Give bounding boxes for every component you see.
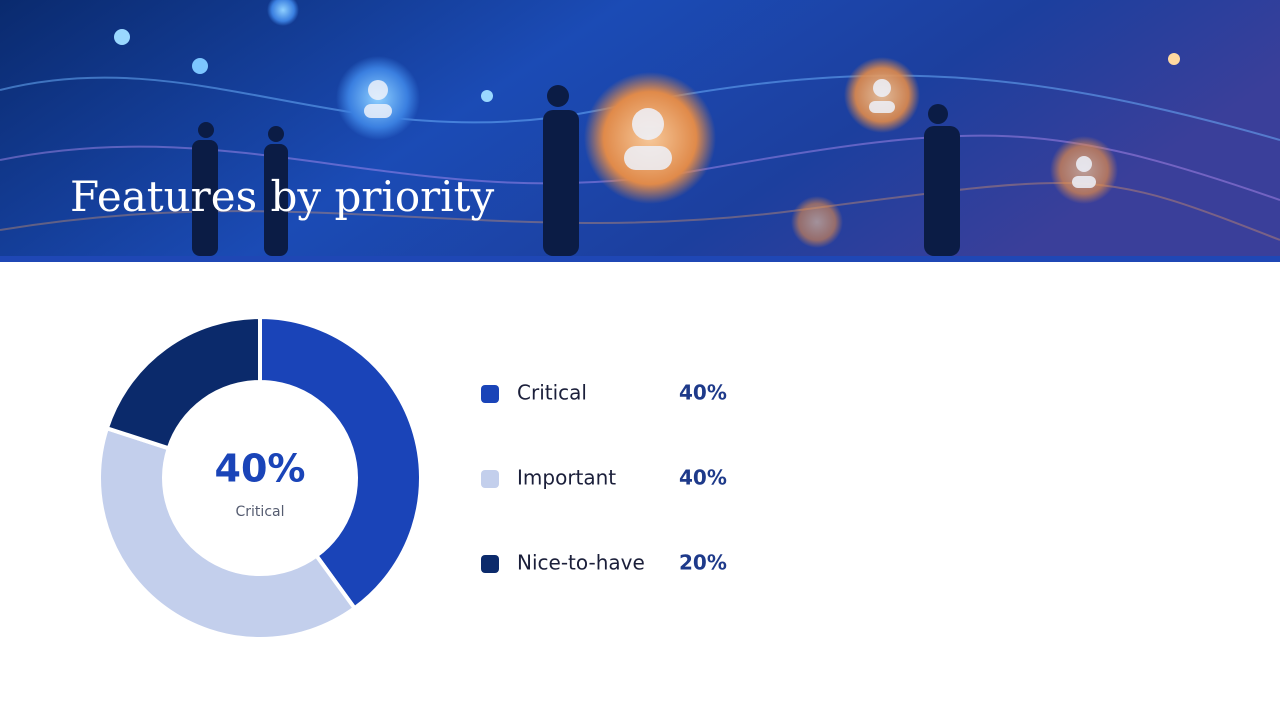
slide-title: Features by priority (70, 172, 495, 221)
legend-swatch (481, 470, 499, 488)
legend-label: Nice-to-have (517, 551, 645, 575)
legend-value: 20% (679, 551, 727, 575)
legend-label: Important (517, 466, 616, 490)
center-label: Critical (236, 504, 285, 520)
legend-swatch (481, 385, 499, 403)
donut-slice (104, 314, 262, 451)
legend-value: 40% (679, 381, 727, 405)
donut-slice (97, 425, 358, 641)
legend-value: 40% (679, 466, 727, 490)
legend-label: Critical (517, 381, 587, 405)
header-banner (0, 0, 1280, 262)
center-value: 40% (215, 447, 306, 491)
legend-swatch (481, 555, 499, 573)
donut-chart (97, 314, 423, 641)
donut-slice (258, 314, 423, 612)
legend: Critical 40% Important 40% Nice-to-have 20% (481, 381, 727, 575)
